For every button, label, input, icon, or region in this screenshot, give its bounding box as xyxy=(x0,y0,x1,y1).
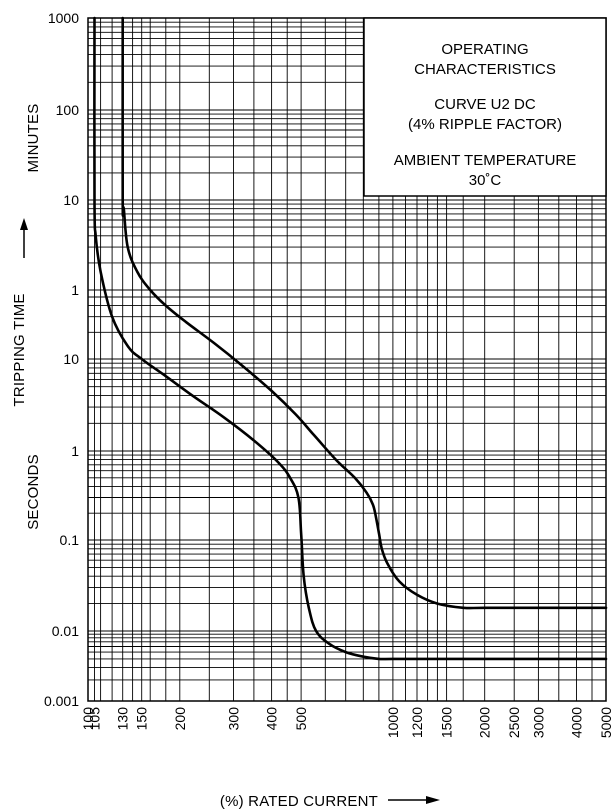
y-axis-label-seconds: SECONDS xyxy=(25,454,42,530)
y-axis-label-tripping-time: TRIPPING TIME xyxy=(11,293,28,406)
legend-line: CURVE U2 DC xyxy=(434,96,536,113)
legend-line: 30˚C xyxy=(469,172,502,189)
x-tick-label: 500 xyxy=(293,707,309,731)
x-tick-label: 2500 xyxy=(506,707,522,738)
legend-box: OPERATING CHARACTERISTICS CURVE U2 DC (4% R… xyxy=(363,17,607,197)
x-tick-label: 1500 xyxy=(439,707,455,738)
y-tick-label: 0.001 xyxy=(44,693,79,709)
y-tick-label: 10 xyxy=(63,351,79,367)
y-tick-label: 1 xyxy=(71,443,79,459)
x-tick-label: 3000 xyxy=(530,707,546,738)
x-tick-label: 4000 xyxy=(569,707,585,738)
x-tick-label: 105 xyxy=(87,707,103,731)
y-tick-label: 1000 xyxy=(48,10,79,26)
x-tick-label: 2000 xyxy=(477,707,493,738)
x-tick-label: 1200 xyxy=(409,707,425,738)
x-axis-label: (%) RATED CURRENT xyxy=(220,793,378,810)
legend-line: CHARACTERISTICS xyxy=(414,61,556,78)
x-tick-label: 150 xyxy=(134,707,150,731)
y-axis-label-minutes: MINUTES xyxy=(25,104,42,173)
legend-frame xyxy=(363,17,607,197)
plot-frame xyxy=(87,17,607,702)
x-axis-arrow-head xyxy=(426,796,440,804)
legend-line: OPERATING xyxy=(441,41,528,58)
y-tick-label: 0.01 xyxy=(52,623,79,639)
x-tick-label: 100 xyxy=(80,707,96,731)
y-tick-label: 100 xyxy=(56,102,80,118)
x-tick-label: 300 xyxy=(226,707,242,731)
legend-line: (4% RIPPLE FACTOR) xyxy=(408,116,562,133)
x-tick-label: 5000 xyxy=(598,707,614,738)
y-tick-labels: 1000 100 10 1 10 1 0.1 0.01 0.001 xyxy=(44,10,79,709)
curve-lower-bound xyxy=(93,16,608,661)
curve-upper-bound xyxy=(121,16,608,610)
legend-line: AMBIENT TEMPERATURE xyxy=(394,152,577,169)
y-tick-label: 0.1 xyxy=(60,532,80,548)
y-axis-arrow-head xyxy=(20,218,28,230)
x-tick-label: 1000 xyxy=(385,707,401,738)
y-tick-label: 1 xyxy=(71,282,79,298)
x-tick-label: 130 xyxy=(115,707,131,731)
y-tick-label: 10 xyxy=(63,192,79,208)
x-tick-label: 200 xyxy=(172,707,188,731)
curves xyxy=(93,16,608,661)
x-tick-label: 400 xyxy=(264,707,280,731)
